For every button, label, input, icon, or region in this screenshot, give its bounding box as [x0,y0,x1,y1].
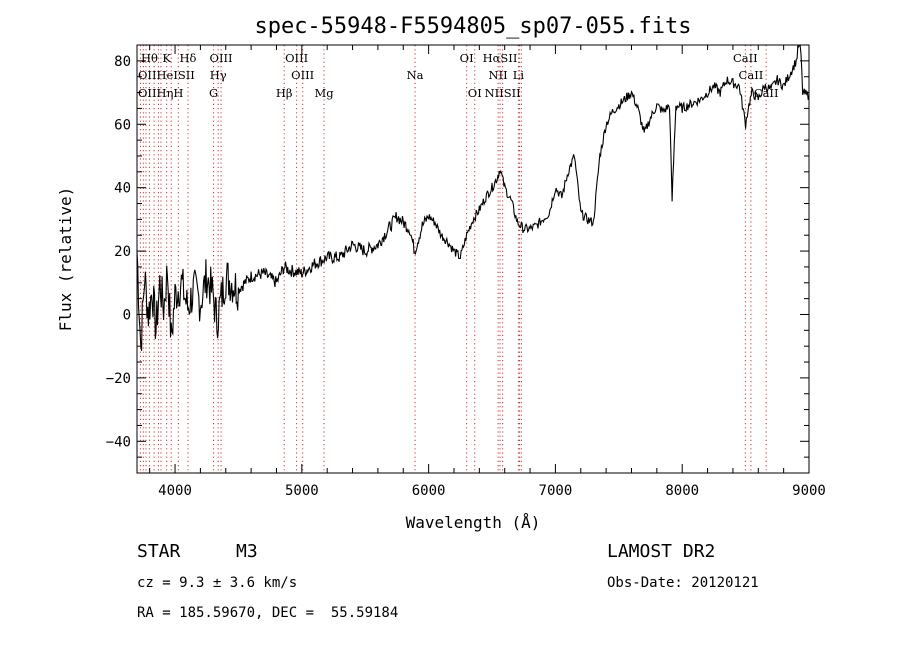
spectral-line-label: OI [460,51,474,65]
x-tick-label: 5000 [285,483,319,499]
spectrum-series [136,44,810,351]
axis-ticks: 4000 5000 6000 7000 8000 9000 −40 −20 0 20 40 60 80 [106,44,826,499]
x-tick-label: 9000 [792,483,826,499]
plot-frame [136,44,810,474]
spectral-line-label: HαSII [483,51,518,65]
y-tick-label: −40 [106,434,131,450]
observation-date: Obs-Date: 20120121 [607,575,759,591]
y-tick-label: 0 [123,307,131,323]
spectral-line-label: OIII [291,68,314,82]
spectral-line-label: CaII [739,68,764,82]
y-tick-label: 40 [114,181,131,197]
x-axis-label: Wavelength (Å) [406,513,541,532]
x-tick-label: 8000 [665,483,699,499]
spectral-line-label: OI [468,86,482,100]
spectral-line-label: CaII [733,51,758,65]
spectral-line-label: Na [407,68,424,82]
chart-title: spec-55948-F5594805_sp07-055.fits [254,14,691,39]
x-tick-label: 4000 [158,483,192,499]
spectral-line-label: Hβ [276,86,293,100]
spectral-line-label: K [162,51,171,65]
spectral-line-markers [139,45,767,473]
redshift-readout: cz = 9.3 ± 3.6 km/s [137,575,298,591]
x-tick-label: 7000 [539,483,573,499]
spectral-line-label: Li [513,68,525,82]
spectral-line-label: OIII [285,51,308,65]
spectral-line-label: Hγ [210,68,227,82]
spectral-line-label: Hδ [179,51,196,65]
object-subclass: M3 [236,541,258,562]
x-tick-label: 6000 [412,483,446,499]
y-axis-label: Flux (relative) [56,187,75,332]
spectrum-line [136,44,810,351]
spectral-line-label: NIISII [485,86,521,100]
y-tick-label: 80 [114,54,131,70]
spectral-line-label: OIIHeISII [138,68,195,82]
spectral-line-label: NII [489,68,508,82]
spectral-line-label: OIII [210,51,233,65]
object-class: STAR [137,541,181,562]
coordinates-readout: RA = 185.59670, DEC = 55.59184 [137,605,399,621]
y-tick-label: −20 [106,371,131,387]
survey-name: LAMOST DR2 [607,541,716,562]
spectral-line-label: Hθ [141,51,158,65]
spectral-line-label: OIIHηH [138,86,183,100]
spectral-line-label: G [209,86,218,100]
y-tick-label: 20 [114,244,131,260]
spectral-line-labels: Hθ K Hδ OIII OIII OI HαSII CaII OIIHeISII Hγ OIII N… [138,51,779,100]
spectral-line-label: Mg [314,86,334,100]
y-tick-label: 60 [114,117,131,133]
